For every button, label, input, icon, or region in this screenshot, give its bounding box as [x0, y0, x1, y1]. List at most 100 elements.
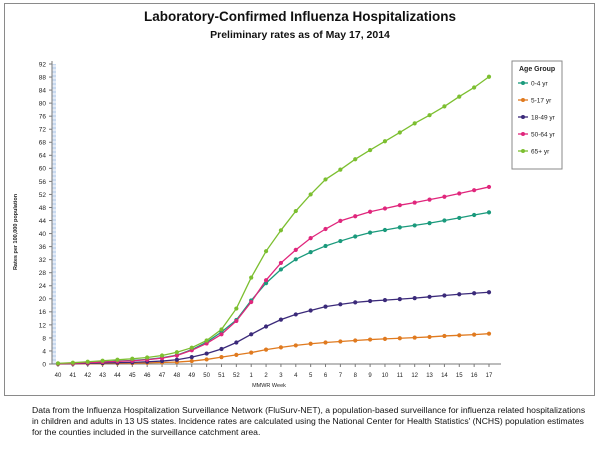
data-point-50-64-yr: [472, 188, 477, 193]
y-tick-label: 8: [42, 335, 46, 342]
data-point-50-64-yr: [219, 332, 224, 337]
data-point-50-64-yr: [249, 299, 254, 305]
data-point-50-64-yr: [234, 318, 239, 324]
data-point-0-4-yr: [486, 210, 492, 215]
data-point-0-4-yr: [308, 250, 313, 255]
data-point-50-64-yr: [457, 191, 462, 196]
x-tick-label: 7: [339, 373, 343, 379]
data-point-0-4-yr: [353, 234, 358, 239]
data-point-5-17-yr: [353, 338, 358, 343]
data-point-18-49-yr: [293, 312, 298, 317]
data-point-65-yr: [412, 121, 417, 126]
x-tick-label: 48: [174, 373, 181, 379]
data-point-65-yr: [159, 353, 165, 358]
data-point-5-17-yr: [249, 350, 254, 355]
data-point-5-17-yr: [204, 357, 209, 362]
data-point-5-17-yr: [293, 343, 298, 348]
x-tick-label: 1: [250, 373, 254, 379]
x-tick-label: 47: [159, 373, 166, 379]
data-point-65-yr: [174, 350, 179, 355]
x-tick-label: 15: [456, 373, 463, 379]
data-point-18-49-yr: [174, 357, 179, 362]
data-point-50-64-yr: [204, 341, 209, 346]
data-point-65-yr: [486, 74, 492, 79]
data-point-50-64-yr: [442, 194, 447, 199]
legend: Age Group 0-4 yr 5-17 yr 18-49 yr 50-64 yr 65…: [511, 60, 563, 170]
plot-background: [52, 64, 501, 364]
data-point-18-49-yr: [368, 298, 373, 304]
data-point-65-yr: [442, 104, 447, 109]
legend-swatch-marker: [521, 98, 525, 102]
x-tick-label: 40: [55, 373, 62, 379]
data-point-5-17-yr: [308, 341, 313, 346]
x-tick-label: 41: [70, 373, 77, 379]
data-point-5-17-yr: [219, 355, 224, 360]
data-point-65-yr: [338, 167, 343, 172]
x-tick-label: 49: [188, 373, 195, 379]
x-tick-label: 3: [279, 373, 283, 379]
legend-swatch-marker: [521, 115, 525, 119]
data-point-65-yr: [55, 361, 61, 366]
legend-entry-label: 65+ yr: [531, 148, 550, 155]
data-point-0-4-yr: [472, 212, 477, 218]
x-tick-label: 4: [294, 373, 298, 379]
data-point-0-4-yr: [397, 225, 402, 230]
data-point-18-49-yr: [442, 293, 447, 298]
x-tick-label: 8: [354, 373, 358, 379]
data-point-0-4-yr: [323, 243, 328, 249]
series-line-5-17-yr: [57, 333, 490, 365]
data-point-5-17-yr: [382, 336, 388, 341]
legend-title: Age Group: [519, 66, 555, 73]
series-line-65-yr: [57, 76, 490, 364]
data-point-5-17-yr: [323, 340, 328, 345]
data-point-5-17-yr: [472, 332, 477, 337]
data-point-65-yr: [130, 356, 135, 361]
data-point-0-4-yr: [338, 238, 343, 244]
legend-entry-label: 18-49 yr: [531, 114, 556, 121]
chart-subtitle: Preliminary rates as of May 17, 2014: [210, 29, 390, 41]
series-line-50-64-yr: [57, 186, 490, 365]
x-tick-label: 46: [144, 373, 151, 379]
x-tick-label: 12: [411, 373, 418, 379]
data-point-5-17-yr: [457, 333, 462, 338]
y-tick-label: 40: [39, 231, 47, 238]
y-tick-label: 36: [39, 244, 47, 251]
y-tick-label: 52: [39, 192, 47, 199]
data-point-50-64-yr: [412, 200, 417, 205]
x-axis-label: MMWR Week: [252, 383, 286, 389]
data-point-65-yr: [382, 139, 388, 144]
x-tick-label: 6: [324, 373, 328, 379]
x-tick-label: 42: [84, 373, 91, 379]
data-point-65-yr: [278, 228, 284, 233]
data-point-18-49-yr: [353, 300, 358, 305]
data-point-18-49-yr: [323, 304, 328, 309]
series-line-18-49-yr: [57, 291, 490, 365]
data-point-65-yr: [368, 147, 373, 153]
legend-entry-label: 5-17 yr: [531, 97, 552, 104]
data-point-65-yr: [323, 177, 328, 182]
data-point-50-64-yr: [174, 353, 179, 358]
data-point-5-17-yr: [397, 336, 402, 341]
data-point-50-64-yr: [278, 260, 284, 266]
y-tick-label: 60: [39, 166, 47, 173]
legend-swatch-marker: [521, 149, 525, 153]
data-point-18-49-yr: [263, 324, 269, 329]
data-point-0-4-yr: [263, 281, 269, 286]
data-point-5-17-yr: [442, 333, 447, 339]
data-point-65-yr: [234, 306, 239, 311]
y-tick-label: 92: [39, 61, 47, 68]
data-point-18-49-yr: [412, 296, 417, 301]
y-tick-label: 24: [39, 283, 47, 290]
data-point-5-17-yr: [234, 352, 239, 357]
data-point-65-yr: [472, 85, 477, 90]
data-point-65-yr: [353, 157, 358, 162]
data-point-65-yr: [249, 275, 254, 280]
x-tick-label: 43: [99, 373, 106, 379]
data-point-65-yr: [263, 249, 269, 254]
data-point-5-17-yr: [189, 358, 194, 364]
x-tick-label: 10: [382, 373, 389, 379]
x-tick-label: 51: [218, 373, 225, 379]
data-point-18-49-yr: [204, 351, 209, 356]
x-tick-label: 45: [129, 373, 136, 379]
data-point-18-49-yr: [486, 290, 492, 295]
